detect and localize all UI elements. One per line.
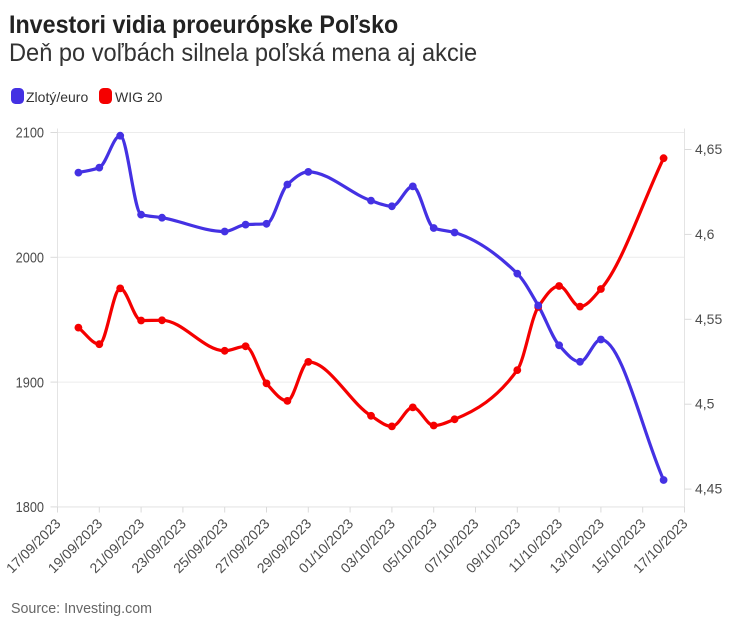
svg-text:4,65: 4,65 [695,141,722,157]
svg-text:4,5: 4,5 [695,396,715,412]
svg-text:2000: 2000 [16,248,45,265]
svg-text:4,6: 4,6 [695,226,715,242]
svg-text:1900: 1900 [16,373,45,390]
svg-text:4,55: 4,55 [695,311,722,327]
svg-text:4,45: 4,45 [695,481,722,497]
svg-text:2100: 2100 [16,124,45,141]
svg-text:1800: 1800 [16,498,45,515]
